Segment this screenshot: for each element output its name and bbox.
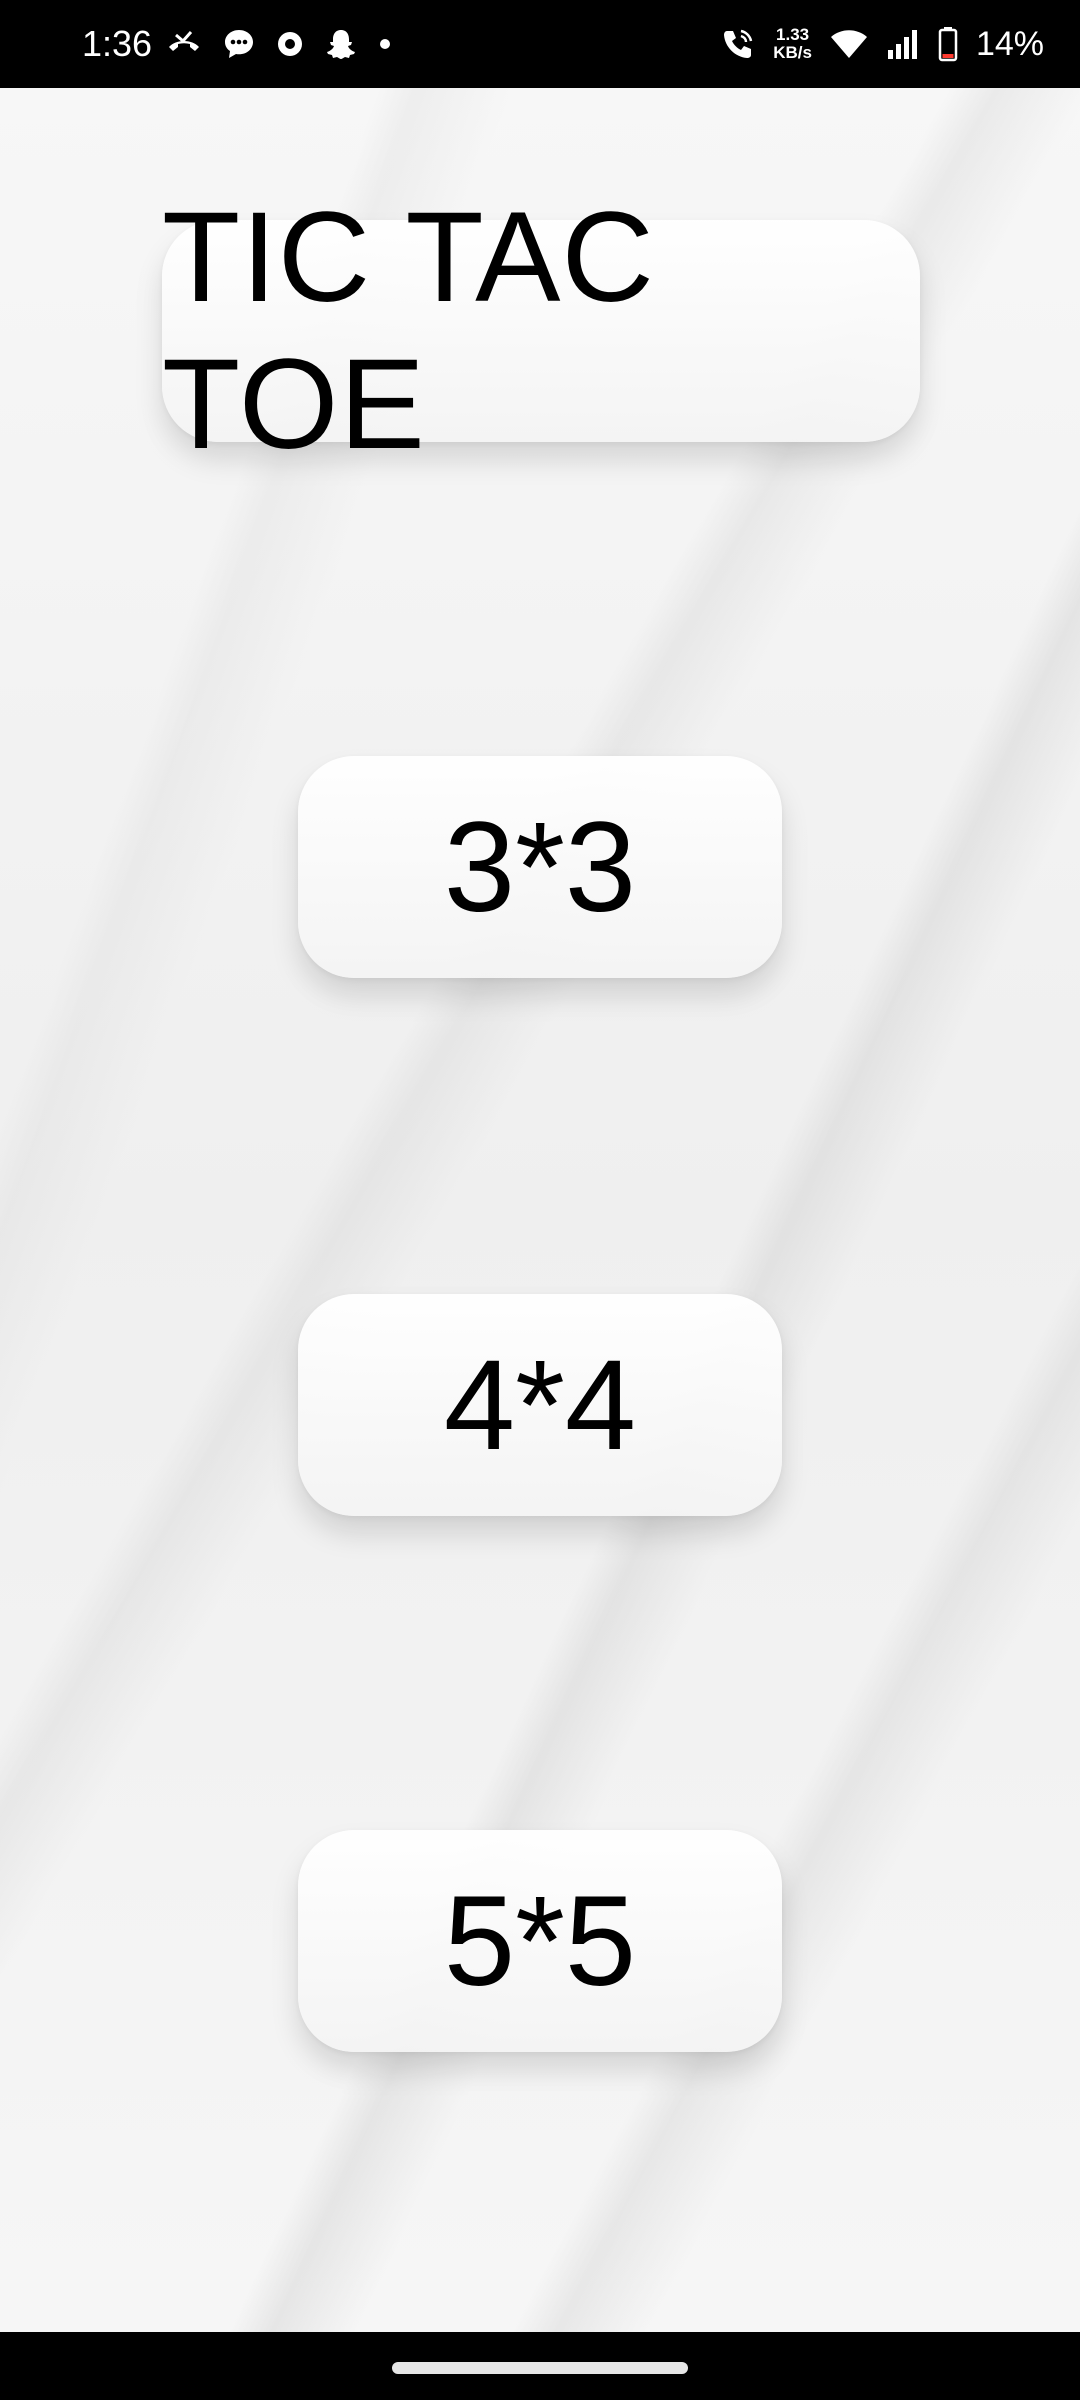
snapchat-icon bbox=[327, 30, 355, 59]
messages-icon bbox=[225, 30, 253, 58]
signal-icon bbox=[887, 30, 917, 59]
status-bar: 1:36 1.33 KB/s bbox=[0, 0, 1080, 88]
more-dot-icon bbox=[380, 39, 390, 49]
game-title: TIC TAC TOE bbox=[162, 186, 920, 476]
network-speed-unit: KB/s bbox=[773, 43, 812, 62]
network-speed: 1.33 KB/s bbox=[773, 26, 812, 62]
battery-level bbox=[942, 54, 954, 58]
grid-5x5-button[interactable]: 5*5 bbox=[298, 1830, 782, 2052]
network-speed-value: 1.33 bbox=[776, 25, 810, 44]
missed-call-icon bbox=[169, 31, 199, 51]
navigation-bar bbox=[0, 2332, 1080, 2400]
grid-4x4-button[interactable]: 4*4 bbox=[298, 1294, 782, 1516]
battery-icon bbox=[938, 27, 958, 62]
grid-3x3-button[interactable]: 3*3 bbox=[298, 756, 782, 978]
wifi-calling-icon bbox=[724, 29, 753, 58]
battery-percent: 14% bbox=[975, 25, 1044, 63]
home-indicator[interactable] bbox=[392, 2362, 688, 2374]
notification-icons bbox=[166, 26, 392, 62]
status-time: 1:36 bbox=[82, 23, 153, 64]
app-screen: TIC TAC TOE 3*3 4*4 5*5 bbox=[0, 88, 1080, 2332]
app-notification-icon bbox=[278, 32, 302, 56]
system-icons: 1.33 KB/s 14% bbox=[721, 22, 1044, 66]
wifi-icon bbox=[830, 30, 867, 58]
